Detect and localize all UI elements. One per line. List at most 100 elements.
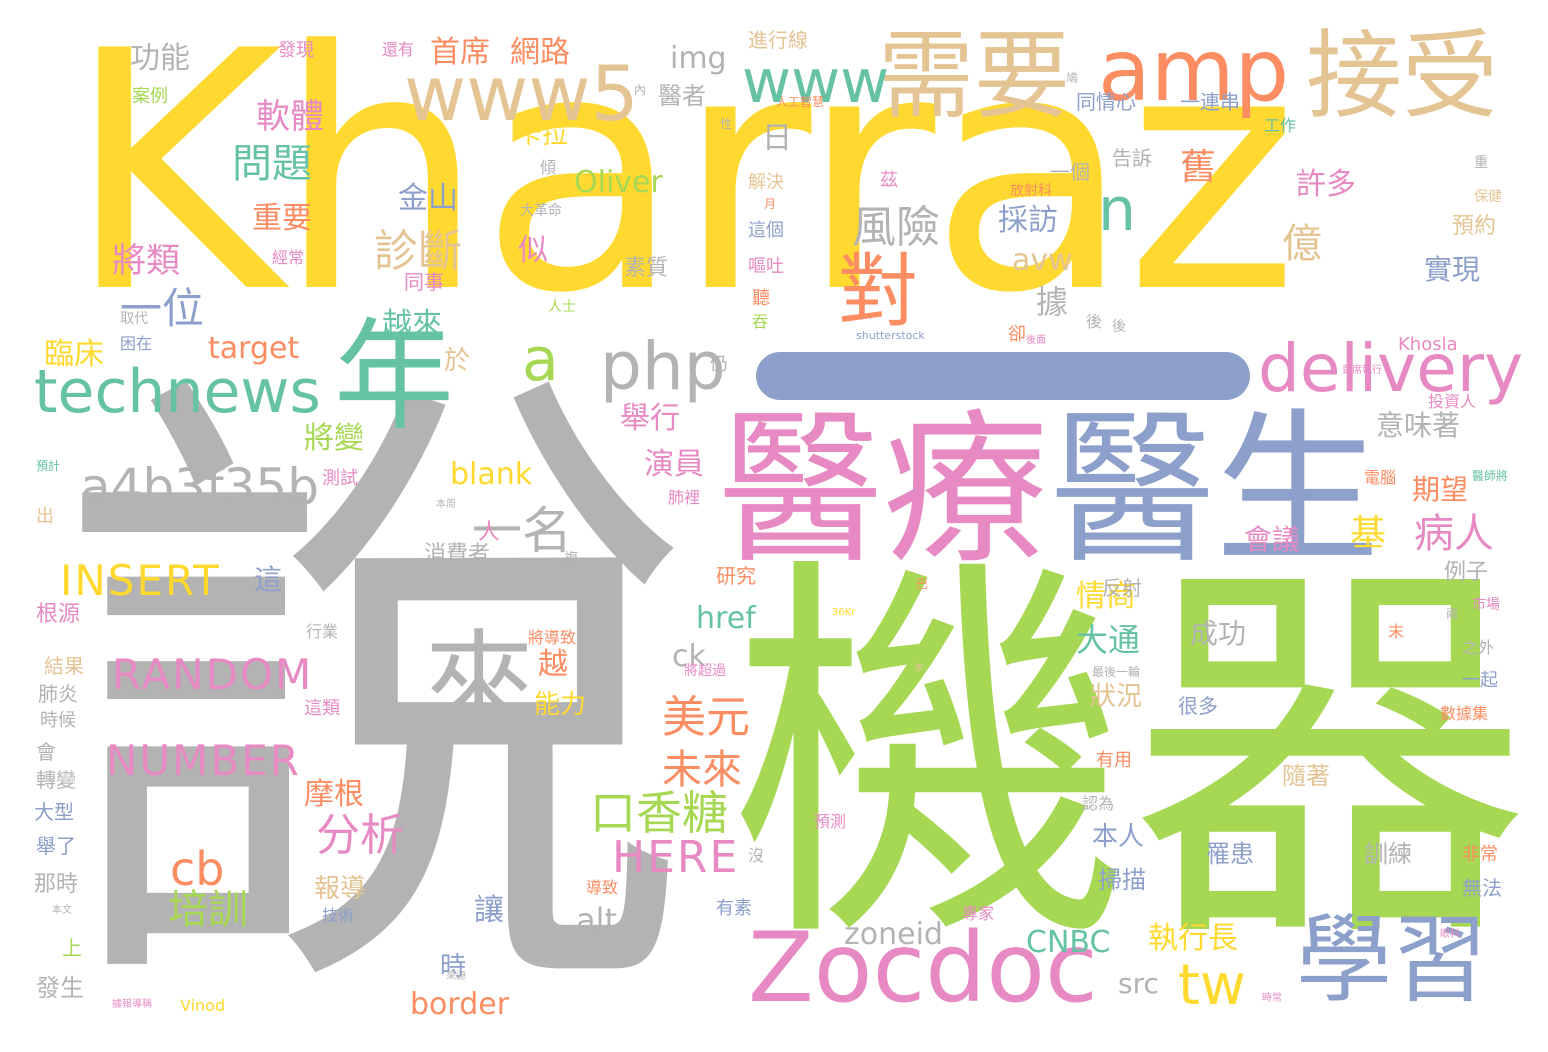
word: 採訪: [998, 203, 1058, 238]
word: 一連串: [1180, 90, 1240, 114]
word: 隨著: [1282, 762, 1330, 790]
word: 聽: [752, 288, 770, 309]
word: 導致: [586, 878, 619, 897]
word: 會: [36, 740, 56, 764]
word: 進行線: [748, 28, 808, 52]
word: 來: [424, 619, 534, 747]
word: 一起: [1462, 670, 1498, 691]
word: 消費者: [424, 542, 491, 567]
word: n: [1098, 175, 1137, 245]
word: 病人: [1414, 511, 1494, 557]
word: 本周: [436, 499, 456, 510]
word: 說: [56, 327, 696, 1052]
word: Khosla: [1398, 334, 1458, 355]
word: 臨床: [44, 337, 104, 372]
word: 似: [518, 233, 548, 268]
word: 市場: [1472, 597, 1500, 613]
word: avw: [1012, 243, 1073, 278]
word: 反射: [1102, 576, 1142, 600]
word: 兩: [1446, 607, 1459, 621]
word: ck: [672, 639, 706, 674]
word: 大通: [1076, 621, 1141, 659]
word: 投資人: [1428, 392, 1477, 411]
word: 後面: [1026, 335, 1046, 346]
word: 據報導稱: [112, 999, 152, 1010]
word: 問題: [232, 141, 312, 187]
word: 首席: [430, 35, 490, 70]
word: 同情心: [1076, 90, 1136, 114]
word: 未來: [662, 747, 742, 793]
word: 很多: [1178, 694, 1218, 718]
word: 醫者: [658, 82, 706, 110]
word: a4b3f35b: [80, 458, 319, 516]
word: 將導致: [528, 628, 577, 647]
word: 工作: [1264, 116, 1297, 135]
word: 學習: [1296, 904, 1488, 1016]
word: 醫生: [1050, 394, 1380, 586]
word: target: [208, 331, 300, 366]
word: 一個: [1050, 160, 1090, 184]
word: 技術: [322, 906, 355, 925]
word: 風險: [852, 202, 940, 253]
word: 意味著: [1376, 409, 1461, 442]
word: 診斷: [374, 226, 462, 277]
word: 狀況: [1090, 682, 1143, 712]
word: 人工智慧: [776, 95, 825, 109]
word: 電腦: [1364, 468, 1397, 487]
word: 預測: [814, 812, 847, 831]
word: 舊: [1180, 147, 1217, 188]
word: 根源: [36, 602, 81, 627]
word: cb: [170, 842, 225, 896]
word: 於: [444, 346, 471, 376]
word: 內: [634, 83, 647, 97]
word: 網路: [510, 35, 570, 70]
word: border: [410, 987, 510, 1022]
word: delivery: [1258, 330, 1524, 407]
word: 執行長: [1148, 921, 1238, 956]
word: 口香糖: [590, 786, 728, 840]
word: tw: [1178, 953, 1246, 1018]
word: 時常: [1262, 993, 1282, 1004]
word: NUMBER: [106, 736, 301, 785]
word: 告訴: [1112, 146, 1152, 170]
word: 困在: [120, 334, 153, 353]
word: src: [1118, 967, 1159, 1000]
word: 讓: [474, 893, 504, 928]
word: 舉行: [620, 401, 680, 436]
word: 仍: [710, 354, 728, 375]
word: 日: [762, 121, 792, 156]
word: 後: [1086, 312, 1103, 331]
word: 轉變: [36, 768, 76, 792]
word: 測試: [322, 468, 358, 489]
word: 卡拉: [516, 120, 569, 150]
word: 人士: [548, 299, 576, 315]
word: zoneid: [844, 917, 943, 952]
word: 解決: [748, 172, 784, 193]
word: 肺炎: [38, 682, 78, 706]
word: 越來: [382, 307, 442, 342]
word: 無法: [1462, 876, 1502, 900]
word: 成功: [1190, 617, 1247, 650]
word: 摩根: [304, 777, 364, 812]
word: 實現: [1424, 253, 1481, 286]
word: 茲: [880, 170, 898, 191]
word: php: [600, 328, 726, 405]
word: 大革命: [520, 203, 562, 219]
word: alt: [576, 901, 618, 939]
word: 性: [720, 117, 733, 131]
word: 經常: [272, 248, 305, 267]
word: Zocdoc: [748, 912, 1098, 1024]
word: 情商: [1076, 579, 1136, 614]
word: 時: [440, 952, 467, 982]
word: 掃描: [1098, 866, 1146, 894]
word: 36Kr: [832, 607, 856, 618]
word: 同事: [404, 270, 444, 294]
word: 素質: [624, 256, 669, 281]
word: 後: [1112, 319, 1126, 335]
word: 上: [62, 936, 82, 960]
word: 將超過: [684, 663, 726, 679]
word: 許多: [1296, 167, 1356, 202]
word: 一位: [120, 284, 205, 333]
word: 培訓: [168, 887, 248, 933]
